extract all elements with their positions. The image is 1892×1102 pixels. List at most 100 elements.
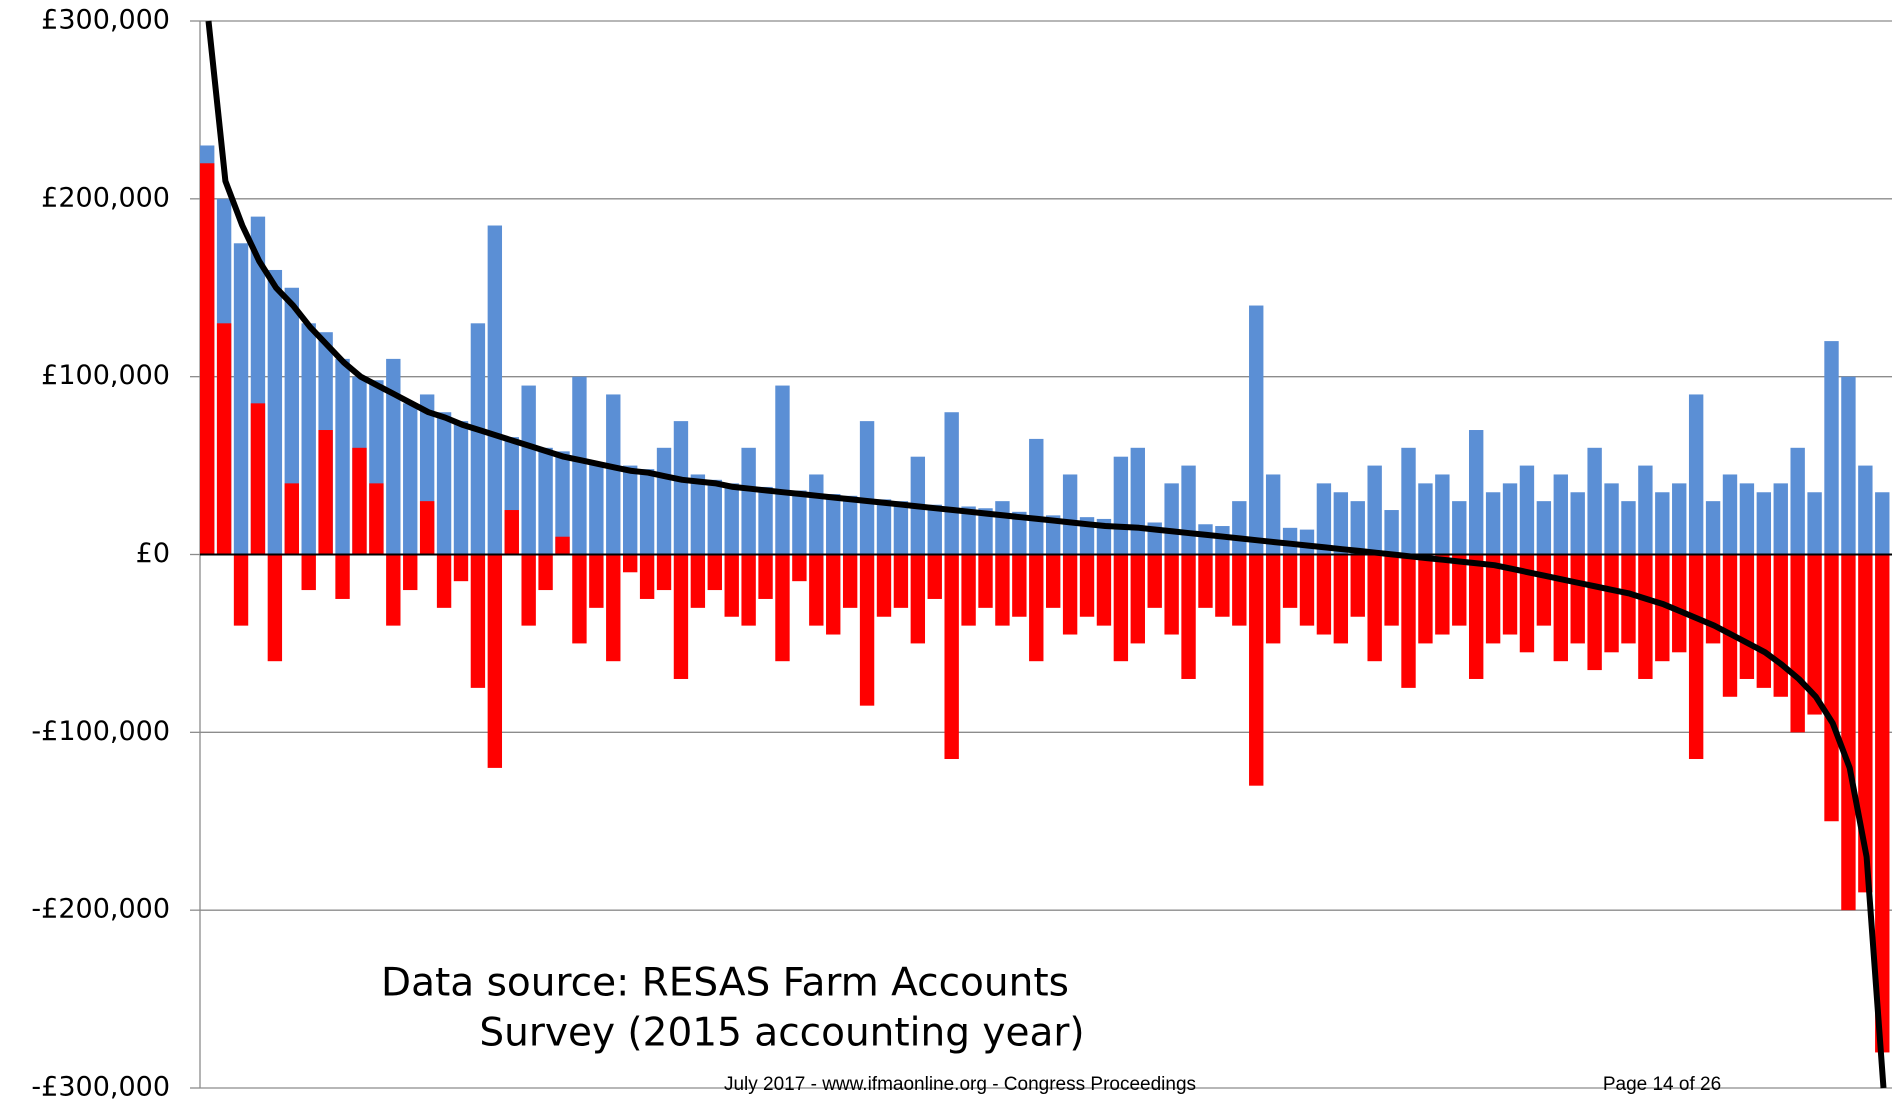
- bar: [623, 554, 638, 573]
- bar: [1485, 554, 1501, 644]
- bar: [606, 554, 621, 662]
- bar: [1079, 554, 1095, 617]
- bar: [1265, 474, 1281, 555]
- bar: [792, 490, 807, 555]
- bar: [1265, 554, 1281, 644]
- bar: [1672, 483, 1687, 555]
- bar: [572, 376, 587, 555]
- bar: [1350, 554, 1365, 617]
- bar: [284, 483, 299, 555]
- bar: [1773, 554, 1788, 697]
- bar: [961, 554, 976, 626]
- bar: [1012, 511, 1027, 555]
- bar: [1655, 492, 1670, 555]
- bar: [1418, 483, 1433, 555]
- y-tick-label: £100,000: [41, 360, 170, 391]
- annotation: Survey (2015 accounting year): [479, 1011, 1084, 1056]
- bar: [842, 554, 858, 608]
- annotation: Data source: RESAS Farm Accounts: [381, 961, 1069, 1006]
- bar: [538, 447, 553, 555]
- bar: [1012, 554, 1027, 617]
- bar: [1604, 483, 1619, 555]
- bar: [1604, 554, 1619, 653]
- bar: [1232, 501, 1247, 555]
- bar: [1181, 465, 1196, 555]
- bar: [386, 358, 401, 555]
- bar: [1790, 447, 1805, 555]
- bar: [521, 554, 536, 626]
- bar: [1249, 554, 1264, 786]
- bar: [1655, 554, 1670, 662]
- page-number: Page 14 of 26: [1603, 1074, 1721, 1095]
- bar: [1333, 492, 1349, 555]
- bar: [758, 554, 773, 599]
- bar: [927, 504, 942, 555]
- bar: [1452, 554, 1467, 626]
- bar: [386, 554, 401, 626]
- bar: [1418, 554, 1433, 644]
- bar: [453, 554, 469, 582]
- bar: [1621, 554, 1636, 644]
- bar: [1536, 554, 1552, 626]
- bar: [1824, 554, 1839, 822]
- bar: [233, 554, 249, 626]
- bar: [859, 554, 875, 706]
- bar: [944, 412, 959, 555]
- bar: [1401, 554, 1416, 688]
- footer: July 2017 - www.ifmaonline.org - Congres…: [724, 1074, 1196, 1095]
- y-tick-label: £300,000: [41, 5, 170, 36]
- bar: [1029, 438, 1044, 555]
- bar: [1130, 554, 1145, 644]
- bar: [656, 554, 672, 591]
- bar: [1401, 447, 1416, 555]
- bar: [1198, 524, 1213, 555]
- bar: [1858, 465, 1873, 555]
- bar: [1316, 554, 1332, 635]
- bar: [1756, 492, 1772, 555]
- bar: [521, 385, 536, 555]
- bar: [1367, 465, 1382, 555]
- bar: [1452, 501, 1467, 555]
- bar: [1773, 483, 1788, 555]
- bar: [1688, 394, 1704, 555]
- bar: [1147, 554, 1162, 608]
- bar: [1875, 554, 1890, 1053]
- bar: [1519, 465, 1535, 555]
- bar: [623, 465, 638, 555]
- bar: [1367, 554, 1382, 662]
- bar: [1469, 554, 1484, 679]
- bar: [1062, 554, 1078, 635]
- bar: [335, 554, 350, 599]
- bar: [1536, 501, 1552, 555]
- bar: [809, 554, 824, 626]
- bar: [487, 225, 503, 555]
- bar: [1502, 554, 1518, 635]
- bar: [690, 554, 706, 608]
- bar: [216, 323, 232, 555]
- bar: [1841, 554, 1856, 911]
- bar: [1672, 554, 1687, 653]
- bar: [893, 554, 909, 608]
- bar: [1198, 554, 1213, 608]
- bar: [876, 554, 892, 617]
- bar: [1553, 474, 1568, 555]
- bar: [1638, 554, 1653, 679]
- bar: [639, 469, 655, 555]
- bar: [1384, 510, 1399, 555]
- bar: [436, 412, 452, 555]
- bar: [504, 510, 519, 555]
- bar: [1790, 554, 1805, 733]
- bar: [724, 483, 739, 555]
- bar: [1164, 483, 1179, 555]
- bar: [555, 451, 570, 555]
- bar: [1807, 492, 1822, 555]
- bar: [1705, 501, 1721, 555]
- bar: [1130, 447, 1145, 555]
- bar: [1435, 554, 1450, 635]
- y-tick-label: £200,000: [41, 182, 170, 213]
- bar: [1841, 376, 1856, 555]
- bar: [606, 394, 621, 555]
- bar: [470, 323, 486, 555]
- bar: [724, 554, 739, 617]
